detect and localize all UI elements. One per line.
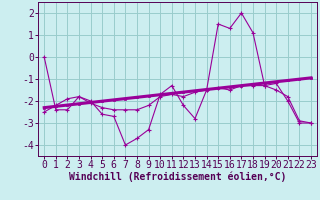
X-axis label: Windchill (Refroidissement éolien,°C): Windchill (Refroidissement éolien,°C) xyxy=(69,172,286,182)
